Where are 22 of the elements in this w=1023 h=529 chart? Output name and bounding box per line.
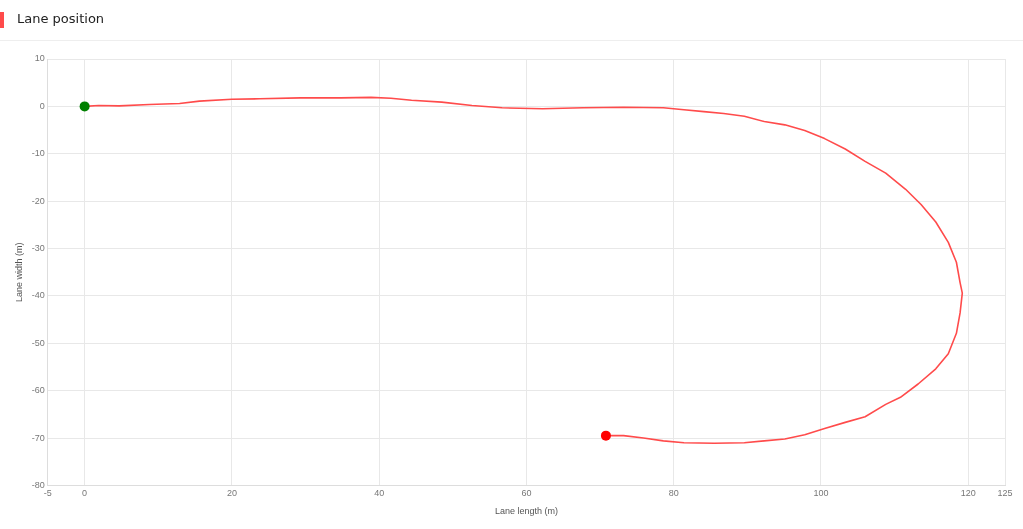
y-tick-label: -20 xyxy=(31,195,45,206)
x-tick-label: 60 xyxy=(521,488,532,499)
y-tick-label: -10 xyxy=(31,148,45,159)
x-tick-label: -5 xyxy=(43,488,52,499)
x-tick-label: 40 xyxy=(374,488,385,499)
x-tick-label: 20 xyxy=(226,488,237,499)
y-tick-label: -70 xyxy=(31,432,45,443)
y-tick-label: -50 xyxy=(31,337,45,348)
x-axis-title: Lane length (m) xyxy=(494,506,558,517)
y-axis-title: Lane width (m) xyxy=(13,242,24,302)
x-tick-label: 120 xyxy=(960,488,976,499)
x-tick-label: 125 xyxy=(997,488,1013,499)
y-tick-label: -80 xyxy=(31,479,45,490)
x-tick-label: 100 xyxy=(813,488,829,499)
x-tick-label: 0 xyxy=(82,488,88,499)
y-tick-label: -30 xyxy=(31,243,45,253)
chart-title: Lane position xyxy=(17,11,105,26)
y-tick-label: 0 xyxy=(39,100,45,111)
x-tick-label: 80 xyxy=(668,488,679,499)
y-tick-label: 10 xyxy=(34,53,45,64)
y-tick-label: -60 xyxy=(31,385,45,396)
y-tick-label: -40 xyxy=(31,290,45,301)
